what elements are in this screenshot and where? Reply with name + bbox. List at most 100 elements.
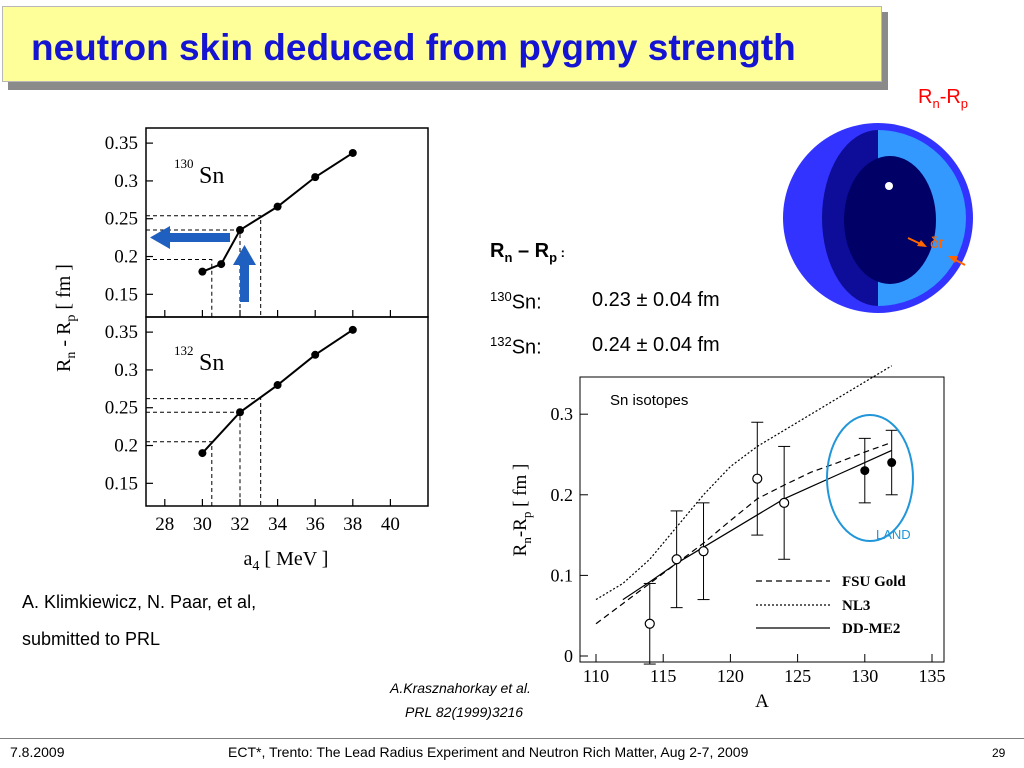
delta-label: δr <box>930 235 945 252</box>
slide-title: neutron skin deduced from pygmy strength <box>31 27 796 68</box>
top-ytick-label-0: 0.35 <box>105 133 138 154</box>
land-circle <box>826 414 914 542</box>
bottom-xtick-label-2: 32 <box>231 514 250 535</box>
bottom-xtick-label-4: 36 <box>306 514 325 535</box>
open-point-1 <box>671 554 682 565</box>
results-heading-colon: : <box>557 245 565 260</box>
right-xtick-label-0: 110 <box>583 666 609 686</box>
right-xtick-label-1: 115 <box>650 666 676 686</box>
isotope-label-130-symbol: Sn <box>199 163 224 189</box>
bottom-ytick-label-2: 0.25 <box>105 398 138 419</box>
bottom-point-4 <box>348 325 357 334</box>
right-ytick-label-1: 0.2 <box>551 485 574 505</box>
left-arrow <box>150 226 230 249</box>
left-bottom-frame <box>145 316 429 507</box>
result-value-132: 0.24 ± 0.04 fm <box>592 334 720 356</box>
bottom-ytick-label-4: 0.15 <box>105 473 138 494</box>
results-heading-sub-p: p <box>549 250 558 265</box>
result-row-132: 132Sn: <box>490 334 542 360</box>
legend-label-ddme2: DD-ME2 <box>842 621 900 637</box>
top-ytick-label-1: 0.3 <box>114 171 138 192</box>
top-point-5 <box>348 148 357 157</box>
results-heading: Rn – Rp : <box>490 240 565 265</box>
nucleus-dot <box>885 182 893 190</box>
bottom-series-line <box>201 329 354 454</box>
left-xlabel: a4 [ MeV ] <box>244 548 329 574</box>
footer-date: 7.8.2009 <box>10 744 65 760</box>
left-citation-line1: A. Klimkiewicz, N. Paar, et al, <box>22 592 257 612</box>
diagram-label: Rn-Rp <box>918 86 968 111</box>
bottom-ytick-label-1: 0.3 <box>114 360 138 381</box>
top-point-1 <box>217 260 226 269</box>
open-point-3 <box>752 473 763 484</box>
results-heading-main: R <box>490 240 505 262</box>
top-point-0 <box>198 267 207 276</box>
isotope-label-130-mass: 130 <box>174 156 194 171</box>
bottom-ytick-label-3: 0.2 <box>114 436 138 457</box>
bottom-xtick-label-0: 28 <box>155 514 174 535</box>
right-series-line-1 <box>595 365 892 601</box>
results-heading-dash: – R <box>512 240 550 262</box>
open-point-4 <box>779 497 790 508</box>
result-row-130: 130Sn: <box>490 289 542 315</box>
top-point-3 <box>273 202 282 211</box>
right-ytick-label-2: 0.1 <box>551 565 574 585</box>
right-xtick-label-3: 125 <box>784 666 811 686</box>
top-point-2 <box>236 226 244 235</box>
top-ytick-label-2: 0.25 <box>105 209 138 230</box>
bottom-guide-2 <box>146 398 262 506</box>
right-xtick-label-5: 135 <box>919 666 946 686</box>
result-element-130: Sn: <box>511 291 542 314</box>
right-citation-line2: PRL 82(1999)3216 <box>405 704 524 720</box>
footer-divider <box>0 738 1024 739</box>
footer-event: ECT*, Trento: The Lead Radius Experiment… <box>228 744 749 760</box>
top-guide-1 <box>146 215 262 317</box>
land-label: LAND <box>876 527 911 542</box>
bottom-xtick-label-1: 30 <box>193 514 212 535</box>
result-element-132: Sn: <box>511 336 542 359</box>
top-ytick-label-4: 0.15 <box>105 284 138 305</box>
results-heading-sub-n: n <box>504 250 513 265</box>
left-citation-line2: submitted to PRL <box>22 629 161 649</box>
bottom-ytick-label-0: 0.35 <box>105 322 138 343</box>
diagram-label-sub-n: n <box>932 96 940 111</box>
top-series-line <box>202 152 354 273</box>
right-series-line-0 <box>595 441 892 625</box>
isotope-label-132-mass: 132 <box>174 343 194 358</box>
right-citation-line1: A.Krasznahorkay et al. <box>390 680 531 696</box>
legend: FSU Gold NL3 DD-ME2 <box>756 574 906 637</box>
nucleus-core <box>844 156 936 284</box>
legend-label-fsu: FSU Gold <box>842 574 906 590</box>
isotope-label-132-symbol: Sn <box>199 350 224 376</box>
bottom-point-0 <box>198 449 207 458</box>
bottom-point-3 <box>311 350 320 359</box>
filled-point-1 <box>887 458 897 468</box>
top-ytick-label-3: 0.2 <box>114 247 138 268</box>
diagram-label-main: R <box>918 86 933 108</box>
legend-label-nl3: NL3 <box>842 598 870 614</box>
right-xtick-label-4: 130 <box>851 666 878 686</box>
right-ylabel: Rn-Rp [ fm ] <box>510 464 534 557</box>
result-value-130: 0.23 ± 0.04 fm <box>592 289 720 311</box>
title-banner: neutron skin deduced from pygmy strength <box>2 6 882 82</box>
bottom-point-2 <box>273 381 282 390</box>
result-mass-132: 132 <box>490 334 512 349</box>
right-xlabel: A <box>755 691 769 712</box>
right-xtick-label-2: 120 <box>717 666 744 686</box>
result-mass-130: 130 <box>490 289 512 304</box>
footer-page: 29 <box>992 746 1006 760</box>
right-ytick-label-0: 0.3 <box>551 404 574 424</box>
right-frame <box>579 376 945 663</box>
diagram-label-mid: -R <box>939 86 961 108</box>
bottom-xtick-label-6: 40 <box>381 514 400 535</box>
diagram-label-sub-p: p <box>960 96 969 111</box>
top-point-4 <box>311 173 320 182</box>
bottom-xtick-label-5: 38 <box>343 514 362 535</box>
open-point-0 <box>644 618 655 629</box>
group-label: Sn isotopes <box>610 392 688 409</box>
up-arrow <box>233 245 256 302</box>
nucleus-diagram: δr <box>783 123 973 313</box>
open-point-2 <box>698 546 709 557</box>
top-guide-0 <box>146 259 213 317</box>
